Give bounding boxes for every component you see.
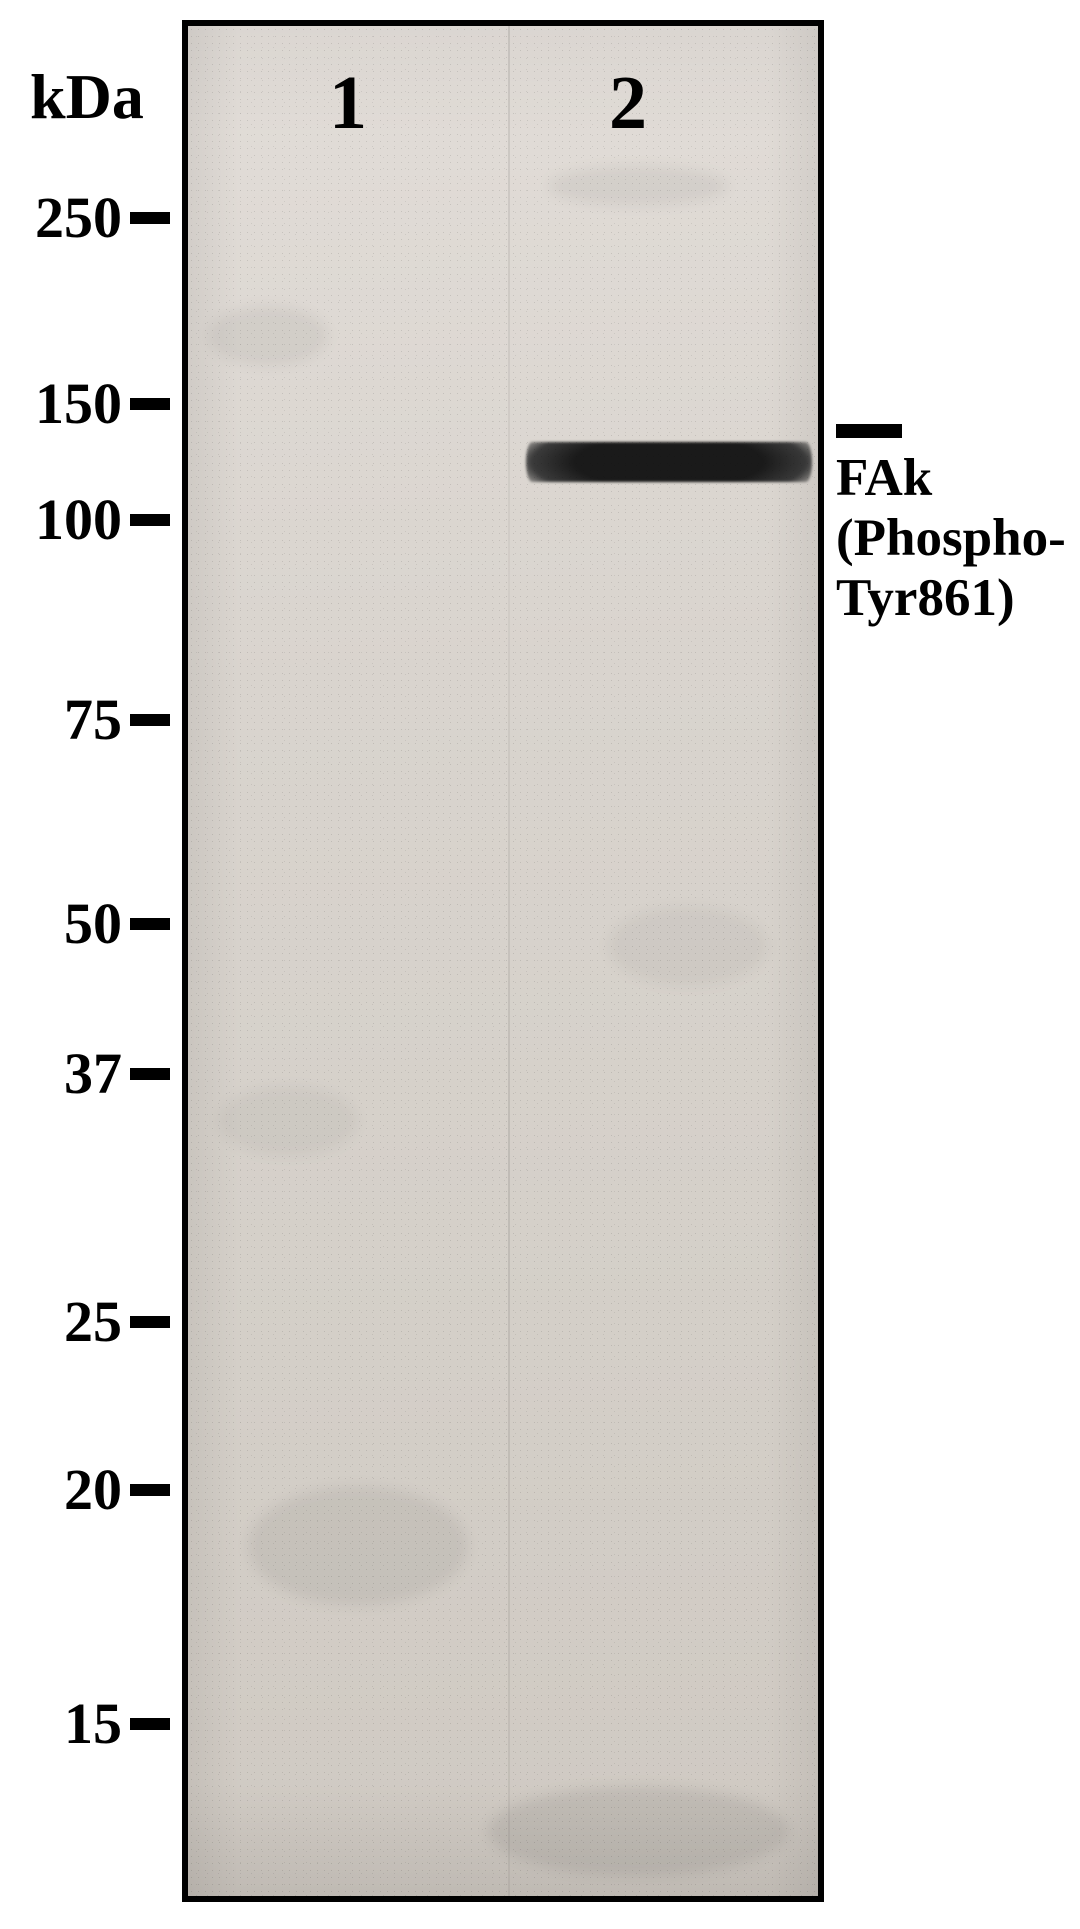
axis-unit-label: kDa bbox=[30, 60, 144, 134]
mw-label: 100 bbox=[0, 486, 122, 553]
membrane-smudge bbox=[208, 306, 328, 366]
membrane-smudge bbox=[548, 166, 728, 206]
annotation-text: FAk (Phospho- Tyr861) bbox=[836, 448, 1066, 628]
membrane-smudge bbox=[218, 1086, 358, 1156]
mw-tick bbox=[130, 1068, 170, 1080]
mw-tick bbox=[130, 514, 170, 526]
mw-tick bbox=[130, 212, 170, 224]
mw-label: 75 bbox=[0, 686, 122, 753]
membrane-smudge bbox=[248, 1486, 468, 1606]
membrane-smudge bbox=[488, 1786, 788, 1876]
blot-membrane-frame: 1 2 bbox=[182, 20, 824, 1902]
mw-tick bbox=[130, 1316, 170, 1328]
mw-label: 20 bbox=[0, 1456, 122, 1523]
protein-band bbox=[526, 442, 812, 482]
mw-tick bbox=[130, 1484, 170, 1496]
lane-divider bbox=[508, 26, 510, 1896]
annotation-tick bbox=[836, 424, 902, 438]
mw-tick bbox=[130, 918, 170, 930]
mw-tick bbox=[130, 398, 170, 410]
mw-label: 25 bbox=[0, 1288, 122, 1355]
mw-tick bbox=[130, 714, 170, 726]
mw-label: 250 bbox=[0, 184, 122, 251]
annotation-line: (Phospho- bbox=[836, 508, 1066, 568]
annotation-line: Tyr861) bbox=[836, 568, 1066, 628]
mw-label: 150 bbox=[0, 370, 122, 437]
mw-label: 15 bbox=[0, 1690, 122, 1757]
mw-tick bbox=[130, 1718, 170, 1730]
mw-label: 50 bbox=[0, 890, 122, 957]
membrane-smudge bbox=[608, 906, 768, 986]
lane-2-label: 2 bbox=[588, 60, 668, 147]
western-blot-figure: kDa 250 150 100 75 50 37 25 20 15 1 2 FAk (Phosp… bbox=[0, 0, 1080, 1929]
lane-1-label: 1 bbox=[308, 60, 388, 147]
mw-label: 37 bbox=[0, 1040, 122, 1107]
annotation-line: FAk bbox=[836, 448, 1066, 508]
